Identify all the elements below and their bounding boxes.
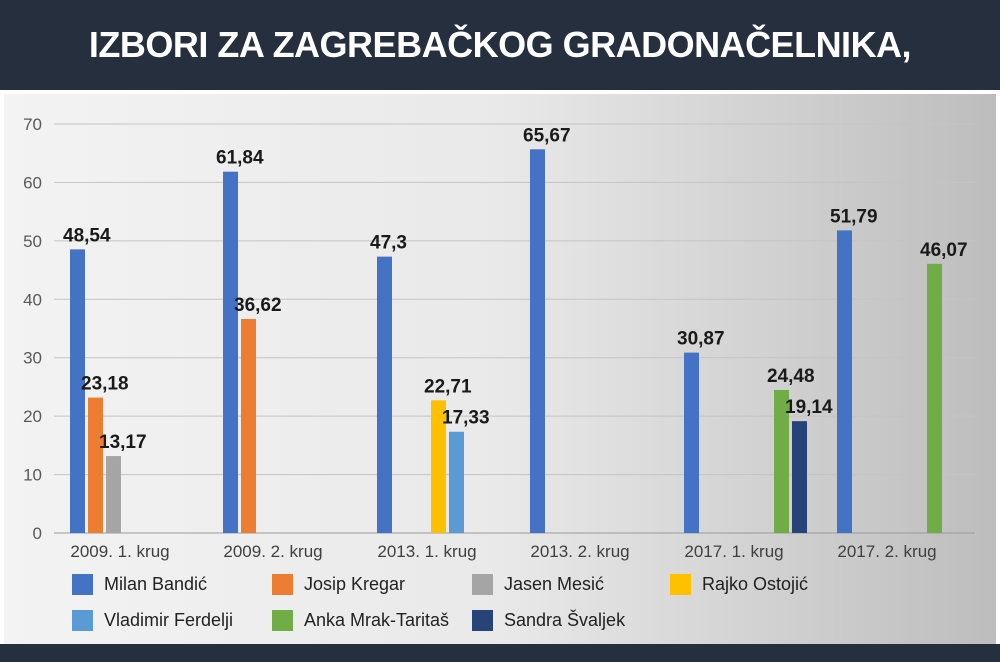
- bar: [449, 431, 464, 533]
- bar: [241, 319, 256, 533]
- legend-label: Jasen Mesić: [504, 573, 605, 594]
- data-label: 48,54: [63, 225, 111, 246]
- bar: [837, 230, 852, 533]
- x-tick-label: 2017. 1. krug: [684, 542, 783, 561]
- data-label: 22,71: [424, 376, 472, 397]
- legend-swatch: [670, 573, 691, 595]
- bar: [684, 352, 699, 533]
- data-label: 47,3: [370, 233, 407, 254]
- header-bar: IZBORI ZA ZAGREBAČKOG GRADONAČELNIKA, 20…: [0, 0, 1000, 155]
- bar: [792, 421, 807, 533]
- legend-swatch: [72, 573, 93, 595]
- x-tick-label: 2013. 1. krug: [377, 542, 476, 561]
- data-label: 24,48: [767, 366, 815, 387]
- legend-swatch: [272, 609, 293, 631]
- legend-item: Josip Kregar: [272, 572, 405, 596]
- bar: [927, 263, 942, 533]
- legend-label: Milan Bandić: [104, 573, 208, 594]
- y-tick-label: 60: [23, 173, 42, 192]
- y-tick-label: 10: [23, 466, 42, 485]
- data-label: 13,17: [99, 432, 147, 453]
- y-tick-label: 50: [23, 232, 42, 251]
- legend-item: Rajko Ostojić: [670, 572, 808, 596]
- legend-item: Vladimir Ferdelji: [72, 608, 233, 632]
- y-tick-label: 40: [23, 290, 42, 309]
- legend-swatch: [472, 609, 493, 631]
- x-tick-label: 2009. 1. krug: [70, 542, 169, 561]
- data-label: 61,84: [216, 148, 264, 169]
- data-label: 19,14: [785, 397, 833, 418]
- y-tick-label: 30: [23, 349, 42, 368]
- legend-swatch: [472, 573, 493, 595]
- data-label: 65,67: [523, 125, 571, 146]
- bar: [70, 249, 85, 534]
- bar: [377, 256, 392, 533]
- y-tick-label: 0: [33, 524, 42, 543]
- data-label: 46,07: [920, 240, 968, 261]
- legend-swatch: [72, 609, 93, 631]
- legend-item: Jasen Mesić: [472, 572, 604, 596]
- legend-label: Anka Mrak-Taritaš: [304, 609, 450, 630]
- bar: [431, 400, 446, 533]
- data-label: 30,87: [677, 329, 725, 350]
- data-label: 36,62: [234, 295, 282, 316]
- bar: [774, 389, 789, 533]
- chart-panel: [4, 94, 996, 644]
- legend-item: Anka Mrak-Taritaš: [272, 608, 449, 632]
- data-label: 17,33: [442, 408, 490, 429]
- legend-swatch: [272, 573, 293, 595]
- legend-label: Sandra Švaljek: [504, 609, 626, 630]
- legend-item: Milan Bandić: [72, 572, 207, 596]
- legend-label: Josip Kregar: [304, 573, 406, 594]
- bar: [88, 397, 103, 533]
- data-label: 23,18: [81, 374, 129, 395]
- bar: [106, 456, 121, 533]
- y-tick-label: 70: [23, 115, 42, 134]
- legend-item: Sandra Švaljek: [472, 608, 625, 632]
- legend-label: Rajko Ostojić: [702, 573, 809, 594]
- x-tick-label: 2017. 2. krug: [837, 542, 936, 561]
- legend-label: Vladimir Ferdelji: [104, 609, 234, 630]
- bar: [530, 149, 545, 534]
- bar: [223, 171, 238, 533]
- data-label: 51,79: [830, 206, 878, 227]
- x-tick-label: 2009. 2. krug: [223, 542, 322, 561]
- footer-bar: [0, 644, 1000, 662]
- y-tick-label: 20: [23, 407, 42, 426]
- x-tick-label: 2013. 2. krug: [530, 542, 629, 561]
